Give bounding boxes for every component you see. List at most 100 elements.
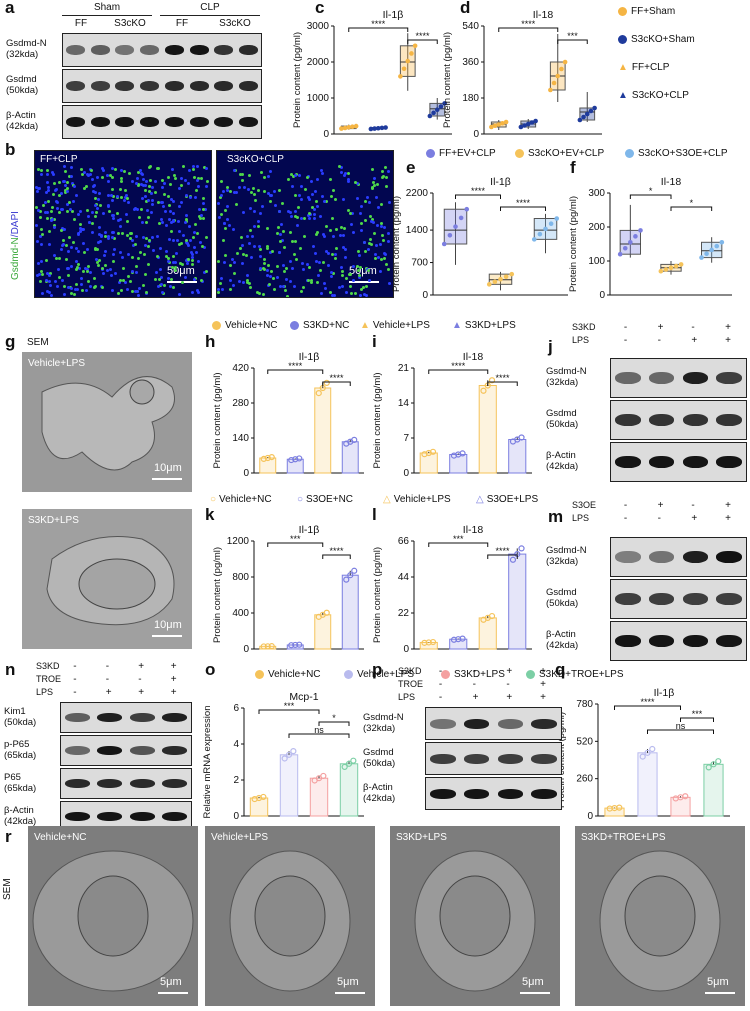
chart-e: 0 700 1400 2200 Il-1β Protein content (pg/ml)… (391, 176, 568, 301)
chart-title: Il-1β (490, 176, 511, 188)
nucleus-dot (293, 209, 297, 213)
gsdmd-signal-dot (204, 235, 208, 239)
nucleus-dot (196, 291, 200, 295)
sig-bracket (500, 206, 546, 211)
data-point (644, 749, 651, 756)
nucleus-dot (196, 178, 200, 182)
nucleus-dot (106, 269, 110, 273)
nucleus-dot (46, 211, 50, 215)
nucleus-dot (160, 275, 164, 279)
sem-r-scale-bar (335, 992, 365, 994)
gsdmd-signal-dot (44, 258, 48, 262)
blot-band (90, 117, 110, 128)
blot-band (615, 372, 641, 385)
nucleus-dot (134, 289, 138, 293)
blot-m-sign: - (657, 513, 661, 524)
gsdmd-signal-dot (171, 265, 175, 269)
blot-band (65, 45, 85, 56)
gsdmd-signal-dot (137, 257, 141, 261)
data-point (592, 105, 597, 111)
gsdmd-signal-dot (266, 246, 270, 250)
blot-band (648, 456, 675, 469)
data-point (658, 268, 664, 274)
gsdmd-signal-dot (35, 206, 39, 210)
nucleus-dot (221, 189, 225, 193)
gsdmd-signal-dot (303, 188, 307, 192)
nucleus-dot (376, 205, 380, 209)
nucleus-dot (266, 273, 270, 277)
data-point (290, 748, 297, 755)
data-point (427, 113, 433, 119)
nucleus-dot (273, 203, 277, 207)
nucleus-dot (101, 212, 105, 216)
data-point (682, 793, 689, 800)
nucleus-dot (93, 191, 97, 195)
gsdmd-signal-dot (223, 226, 227, 230)
sem-r-image-2: S3KD+LPS 5μm (390, 826, 560, 1006)
sem-g-scale-bar-2 (152, 635, 182, 637)
blot-band (463, 718, 490, 729)
gsdmd-signal-dot (218, 195, 222, 199)
blot-m-row-2 (610, 621, 747, 661)
legend-hi-2: S3KD+NC (290, 320, 349, 331)
gsdmd-signal-dot (118, 187, 122, 191)
blot-a-row-1 (62, 69, 262, 103)
blot-n-row-2 (60, 768, 192, 799)
blot-band (97, 779, 123, 789)
nucleus-dot (48, 279, 52, 283)
sem-r-scale-text: 5μm (337, 976, 359, 988)
nucleus-dot (188, 196, 192, 200)
data-point (431, 110, 436, 116)
nucleus-dot (46, 172, 50, 176)
nucleus-dot (363, 241, 367, 245)
data-point (453, 224, 458, 229)
gsdmd-signal-dot (122, 279, 126, 283)
nucleus-dot (333, 294, 337, 297)
gsdmd-signal-dot (104, 234, 108, 238)
blot-a-group-sham: Sham (93, 2, 121, 13)
blot-band (615, 593, 641, 606)
gsdmd-signal-dot (135, 265, 139, 269)
blot-j-sign: - (623, 335, 628, 346)
blot-band (140, 81, 160, 92)
nucleus-dot (238, 186, 242, 190)
gsdmd-signal-dot (235, 202, 239, 206)
gsdmd-signal-dot (147, 245, 151, 249)
blot-p-sign: - (506, 679, 510, 690)
gsdmd-signal-dot (173, 176, 177, 180)
nucleus-dot (93, 183, 97, 187)
y-tick-label: 200 (588, 222, 605, 233)
blot-band (164, 81, 184, 92)
nucleus-dot (48, 243, 52, 247)
chart-k: 0 400 800 1200 Il-1β Protein content (pg/ml) *… (212, 524, 364, 655)
nucleus-dot (70, 165, 74, 169)
nucleus-dot (189, 251, 193, 255)
blot-p-sign: - (472, 666, 476, 677)
nucleus-dot (162, 182, 166, 186)
nucleus-dot (88, 271, 92, 275)
gsdmd-signal-dot (114, 167, 118, 171)
sem-image-s3kd-lps: S3KD+LPS 10μm (22, 509, 192, 649)
data-point (548, 87, 553, 93)
nucleus-dot (169, 209, 173, 213)
nucleus-dot (196, 184, 200, 188)
gsdmd-signal-dot (307, 278, 311, 282)
blot-n-sign: + (138, 687, 145, 698)
nucleus-dot (261, 205, 265, 209)
gsdmd-signal-dot (57, 257, 61, 261)
nucleus-dot (66, 250, 70, 254)
legend-kl-3: △ Vehicle+LPS (383, 494, 451, 505)
blot-band (90, 81, 110, 92)
nucleus-dot (313, 252, 317, 255)
nucleus-dot (314, 260, 318, 264)
gsdmd-signal-dot (384, 165, 388, 169)
gsdmd-signal-dot (139, 208, 143, 212)
gsdmd-signal-dot (100, 267, 104, 271)
gsdmd-signal-dot (129, 232, 133, 236)
nucleus-dot (55, 207, 59, 211)
gsdmd-signal-dot (385, 262, 389, 266)
gsdmd-signal-dot (349, 291, 353, 295)
blot-band (115, 45, 135, 56)
nucleus-dot (183, 221, 187, 225)
